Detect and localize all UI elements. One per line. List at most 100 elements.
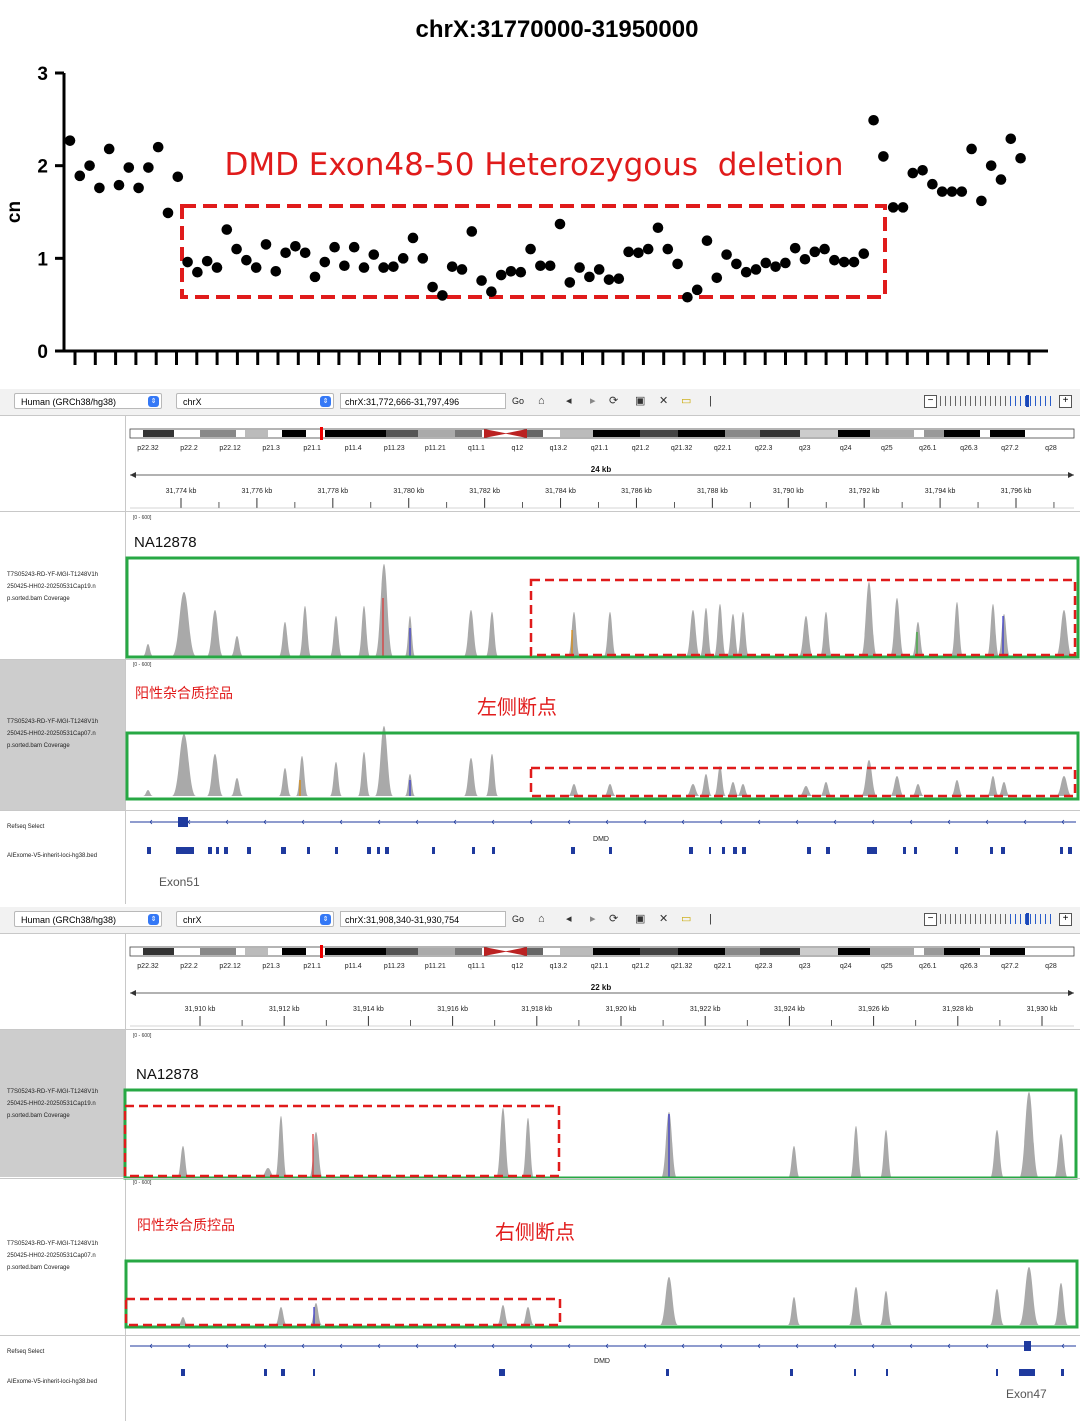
locus-input[interactable]: chrX:31,772,666-31,797,496 <box>340 393 506 409</box>
ruler-label: 31,786 kb <box>621 488 652 495</box>
strand-arrow <box>149 1343 153 1349</box>
home-icon[interactable]: ⌂ <box>538 913 545 925</box>
bed-interval <box>247 847 251 854</box>
zoom-slider-handle[interactable] <box>1026 395 1029 407</box>
popup-info-icon[interactable]: ▭ <box>681 395 692 407</box>
coverage-track-2 <box>124 1259 1079 1329</box>
strand-arrow <box>909 819 913 825</box>
strand-arrow <box>1023 819 1027 825</box>
data-point <box>94 182 105 194</box>
resize-icon[interactable]: ✕ <box>659 913 669 925</box>
data-point <box>701 235 713 247</box>
data-point <box>770 261 781 272</box>
bed-interval <box>385 847 389 854</box>
bed-track-label[interactable]: AIExome-V5-inherit-loci-hg38.bed <box>7 853 98 859</box>
strand-arrow <box>415 819 419 825</box>
ideogram-band <box>245 948 268 955</box>
strand-arrow <box>871 819 875 825</box>
strand-arrow <box>719 1343 723 1349</box>
data-point <box>378 262 389 273</box>
data-point <box>495 269 507 281</box>
bed-interval <box>867 847 877 854</box>
chromosome-select[interactable]: chrX ⇕ <box>176 911 334 927</box>
gene-name: DMD <box>593 836 609 843</box>
strand-arrow <box>1061 1343 1065 1349</box>
back-arrow-icon[interactable]: ◂ <box>566 913 572 925</box>
track2-label[interactable]: T7S05243-RD-YF-MGI-T1248V1h 250425-HH02-… <box>7 719 99 749</box>
ruler-label: 31,910 kb <box>185 1006 216 1013</box>
bed-interval <box>955 847 958 854</box>
coverage-area <box>143 564 1072 656</box>
bed-track-label[interactable]: AIExome-V5-inherit-loci-hg38.bed <box>7 1379 98 1385</box>
data-point <box>407 232 419 244</box>
band-label: q27.2 <box>1001 445 1019 452</box>
zoom-widget[interactable]: − + <box>924 913 1074 926</box>
zoom-out-button[interactable]: − <box>924 913 937 926</box>
refresh-icon[interactable]: ⟳ <box>609 395 619 407</box>
data-point <box>750 264 762 275</box>
forward-arrow-icon[interactable]: ▸ <box>590 913 596 925</box>
strand-arrow <box>263 819 267 825</box>
strand-arrow <box>187 1343 191 1349</box>
locus-input[interactable]: chrX:31,908,340-31,930,754 <box>340 911 506 927</box>
strand-arrow <box>947 819 951 825</box>
band-label: p21.1 <box>303 963 321 970</box>
divider: | <box>709 913 712 925</box>
refseq-track-label[interactable]: Refseq Select <box>7 1349 45 1355</box>
locus-input-value: chrX:31,908,340-31,930,754 <box>345 915 460 925</box>
refresh-icon[interactable]: ⟳ <box>609 913 619 925</box>
go-button[interactable]: Go <box>512 914 525 924</box>
zoom-in-button[interactable]: + <box>1059 395 1072 408</box>
data-point <box>966 143 977 155</box>
zoom-widget[interactable]: − + <box>924 395 1074 408</box>
zoom-out-button[interactable]: − <box>924 395 937 408</box>
genome-select[interactable]: Human (GRCh38/hg38) ⇕ <box>14 393 162 409</box>
track1-label[interactable]: T7S05243-RD-YF-MGI-T1248V1h 250425-HH02-… <box>7 1089 99 1119</box>
roi-icon[interactable]: ▣ <box>635 395 646 407</box>
home-icon[interactable]: ⌂ <box>538 395 545 407</box>
span-label: 24 kb <box>591 465 612 474</box>
locus-input-value: chrX:31,772,666-31,797,496 <box>345 397 460 407</box>
zoom-slider[interactable] <box>940 395 1054 407</box>
go-button[interactable]: Go <box>512 396 525 406</box>
bed-interval <box>854 1369 856 1376</box>
zoom-slider-handle[interactable] <box>1026 913 1029 925</box>
track-selected-bg <box>0 659 125 810</box>
ideogram-band <box>800 430 838 437</box>
data-point <box>603 274 615 285</box>
popup-info-icon[interactable]: ▭ <box>681 913 692 925</box>
roi-icon[interactable]: ▣ <box>635 913 646 925</box>
data-point <box>887 202 899 213</box>
ruler-label: 31,928 kb <box>942 1006 973 1013</box>
band-label: q12 <box>512 445 524 452</box>
strand-arrow <box>985 1343 989 1349</box>
refseq-track-label[interactable]: Refseq Select <box>7 824 45 830</box>
data-point <box>927 178 938 190</box>
data-point <box>162 207 174 219</box>
data-point <box>280 247 291 259</box>
band-label: q24 <box>840 963 852 970</box>
copy-number-scatter-chart: chrX:31770000-31950000 cn 0 1 2 3 DMD Exon4… <box>4 16 1048 365</box>
bed-interval <box>492 847 495 854</box>
forward-arrow-icon[interactable]: ▸ <box>590 395 596 407</box>
strand-arrow <box>1061 819 1065 825</box>
genome-select[interactable]: Human (GRCh38/hg38) ⇕ <box>14 911 162 927</box>
ideogram-band <box>418 948 455 955</box>
igv-panel-left-breakpoint: Human (GRCh38/hg38) ⇕ chrX ⇕ chrX:31,772,6… <box>0 389 1080 904</box>
track2-label[interactable]: T7S05243-RD-YF-MGI-T1248V1h 250425-HH02-… <box>7 1241 99 1271</box>
track1-label[interactable]: T7S05243-RD-YF-MGI-T1248V1h 250425-HH02-… <box>7 572 99 602</box>
chromosome-select[interactable]: chrX ⇕ <box>176 393 334 409</box>
back-arrow-icon[interactable]: ◂ <box>566 395 572 407</box>
band-label: p22.2 <box>180 445 198 452</box>
resize-icon[interactable]: ✕ <box>659 395 669 407</box>
zoom-in-button[interactable]: + <box>1059 913 1072 926</box>
divider: | <box>709 395 712 407</box>
strand-arrow <box>985 819 989 825</box>
zoom-slider[interactable] <box>940 913 1054 925</box>
data-point <box>662 243 674 255</box>
band-label: q13.2 <box>550 445 568 452</box>
gene-track: DMD <box>130 817 1076 854</box>
band-label: p11.4 <box>345 963 362 970</box>
strand-arrow <box>643 819 647 825</box>
track1-scale: [0 - 600] <box>133 1033 152 1039</box>
